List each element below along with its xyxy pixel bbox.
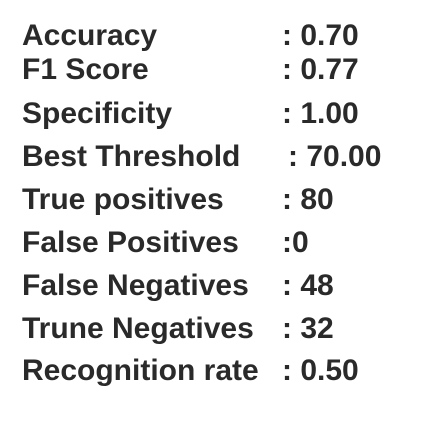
- metric-row-false-negatives: False Negatives : 48: [22, 266, 422, 306]
- metric-value: : 70.00: [288, 140, 382, 173]
- metric-label: False Positives: [22, 226, 239, 259]
- metric-value: : 80: [282, 183, 334, 216]
- metric-value: : 0.50: [282, 354, 359, 387]
- metric-label: Specificity: [22, 97, 173, 130]
- metric-value: : 32: [282, 312, 334, 345]
- metric-label: Accuracy: [22, 19, 158, 52]
- metric-label: Recognition rate: [22, 354, 259, 387]
- metric-value: : 48: [282, 269, 334, 302]
- metric-value: : 0.70: [282, 19, 359, 52]
- metric-row-true-positives: True positives : 80: [22, 180, 422, 220]
- metric-label: True positives: [22, 183, 224, 216]
- metric-row-specificity: Specificity : 1.00: [22, 94, 422, 134]
- metric-label: Trune Negatives: [22, 312, 254, 345]
- metric-label: False Negatives: [22, 269, 249, 302]
- metric-value: : 1.00: [282, 97, 359, 130]
- metric-value: :0: [282, 226, 309, 259]
- metric-row-true-negatives: Trune Negatives : 32: [22, 309, 422, 349]
- metric-label: F1 Score: [22, 53, 149, 86]
- metric-row-false-positives: False Positives :0: [22, 223, 422, 263]
- metric-row-f1-score: F1 Score : 0.77: [22, 50, 422, 90]
- metric-row-best-threshold: Best Threshold : 70.00: [22, 137, 422, 177]
- metric-label: Best Threshold: [22, 140, 241, 173]
- metric-row-recognition-rate: Recognition rate : 0.50: [22, 351, 422, 391]
- metric-row-accuracy: Accuracy : 0.70: [22, 16, 422, 56]
- metric-value: : 0.77: [282, 53, 359, 86]
